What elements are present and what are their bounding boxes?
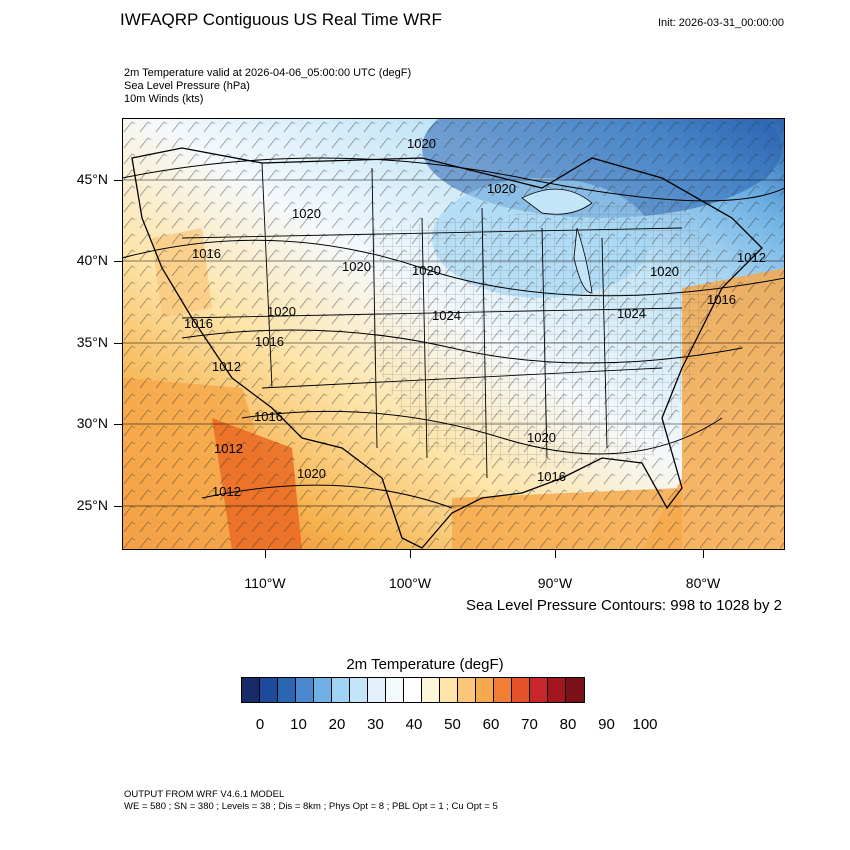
lake-michigan xyxy=(573,227,593,294)
pressure-label: 1020 xyxy=(342,259,371,274)
lon-label-110w: 110°W xyxy=(244,575,286,591)
lat-label-30: 30°N xyxy=(76,415,108,431)
colorbar-label: 100 xyxy=(632,716,658,733)
init-time: Init: 2026-03-31_00:00:00 xyxy=(658,17,784,29)
pressure-label: 1012 xyxy=(214,441,243,456)
pressure-label: 1012 xyxy=(212,484,241,499)
lon-tick xyxy=(555,550,556,558)
colorbar-swatch xyxy=(296,678,314,702)
colorbar-swatch xyxy=(314,678,332,702)
pressure-label: 1016 xyxy=(254,409,283,424)
colorbar-label: 80 xyxy=(559,716,577,733)
pressure-contours xyxy=(122,157,785,509)
colorbar-title: 2m Temperature (degF) xyxy=(346,656,504,673)
colorbar-swatch xyxy=(422,678,440,702)
lat-tick xyxy=(114,424,122,425)
colorbar-swatch xyxy=(566,678,584,702)
colorbar-swatch xyxy=(440,678,458,702)
lat-label-35: 35°N xyxy=(76,334,108,350)
footer-model: OUTPUT FROM WRF V4.6.1 MODEL xyxy=(124,789,285,800)
lat-tick xyxy=(114,261,122,262)
contour-note: Sea Level Pressure Contours: 998 to 1028… xyxy=(465,597,782,614)
colorbar-label: 20 xyxy=(328,716,346,733)
pressure-label: 1020 xyxy=(650,264,679,279)
colorbar-swatch xyxy=(494,678,512,702)
pressure-label: 1020 xyxy=(412,263,441,278)
lon-tick xyxy=(410,550,411,558)
weather-map: 1020 1020 1020 1016 1020 1020 1024 1020 … xyxy=(122,118,785,550)
pressure-label: 1012 xyxy=(737,250,766,265)
page-title: IWFAQRP Contiguous US Real Time WRF xyxy=(120,10,442,29)
pressure-label: 1020 xyxy=(292,206,321,221)
great-lakes xyxy=(521,188,593,215)
colorbar-swatch xyxy=(386,678,404,702)
colorbar-swatch xyxy=(512,678,530,702)
colorbar-swatch xyxy=(548,678,566,702)
lat-tick xyxy=(114,343,122,344)
colorbar-swatch xyxy=(404,678,422,702)
colorbar-swatch xyxy=(332,678,350,702)
colorbar-label: 70 xyxy=(521,716,538,733)
pressure-labels: 1020 1020 1020 1016 1020 1020 1024 1020 … xyxy=(184,136,766,499)
lat-tick xyxy=(114,180,122,181)
coastline xyxy=(131,147,763,549)
lon-label-100w: 100°W xyxy=(388,575,432,591)
pressure-label: 1016 xyxy=(184,316,213,331)
footer-config: WE = 580 ; SN = 380 ; Levels = 38 ; Dis … xyxy=(124,801,498,812)
pressure-label: 1016 xyxy=(707,292,736,307)
wind-barbs xyxy=(122,118,785,550)
pressure-label: 1016 xyxy=(192,246,221,261)
pressure-label: 1012 xyxy=(212,359,241,374)
pressure-label: 1020 xyxy=(407,136,436,151)
lon-label-90w: 90°W xyxy=(537,575,573,591)
colorbar-swatch xyxy=(278,678,296,702)
pressure-label: 1016 xyxy=(255,334,284,349)
lon-label-80w: 80°W xyxy=(685,575,721,591)
colorbar-swatch xyxy=(458,678,476,702)
colorbar-swatch xyxy=(350,678,368,702)
pressure-label: 1024 xyxy=(617,306,646,321)
colorbar-label: 40 xyxy=(405,716,423,733)
colorbar-swatch xyxy=(242,678,260,702)
graticule xyxy=(122,179,785,507)
colorbar-label: 50 xyxy=(444,716,461,733)
lon-tick xyxy=(703,550,704,558)
subtitle-pressure: Sea Level Pressure (hPa) xyxy=(124,80,250,92)
colorbar-label: 10 xyxy=(290,716,307,733)
map-frame xyxy=(122,118,785,550)
colorbar-label: 60 xyxy=(482,716,500,733)
lat-tick xyxy=(114,506,122,507)
pressure-label: 1016 xyxy=(537,469,566,484)
lat-label-40: 40°N xyxy=(76,252,108,268)
colorbar-label: 30 xyxy=(367,716,384,733)
pressure-label: 1020 xyxy=(527,430,556,445)
colorbar-swatch xyxy=(260,678,278,702)
colorbar-swatch xyxy=(476,678,494,702)
pressure-label: 1020 xyxy=(267,304,296,319)
pressure-label: 1024 xyxy=(432,308,461,323)
lat-label-45: 45°N xyxy=(76,171,108,187)
pressure-label: 1020 xyxy=(297,466,326,481)
lat-label-25: 25°N xyxy=(76,497,108,513)
colorbar xyxy=(241,677,585,703)
colorbar-label: 90 xyxy=(598,716,615,733)
colorbar-label: 0 xyxy=(255,716,265,733)
pressure-label: 1020 xyxy=(487,181,516,196)
subtitle-winds: 10m Winds (kts) xyxy=(124,93,204,105)
subtitle-temperature: 2m Temperature valid at 2026-04-06_05:00… xyxy=(124,67,412,79)
colorbar-swatch xyxy=(368,678,386,702)
colorbar-swatch xyxy=(530,678,548,702)
lon-tick xyxy=(265,550,266,558)
